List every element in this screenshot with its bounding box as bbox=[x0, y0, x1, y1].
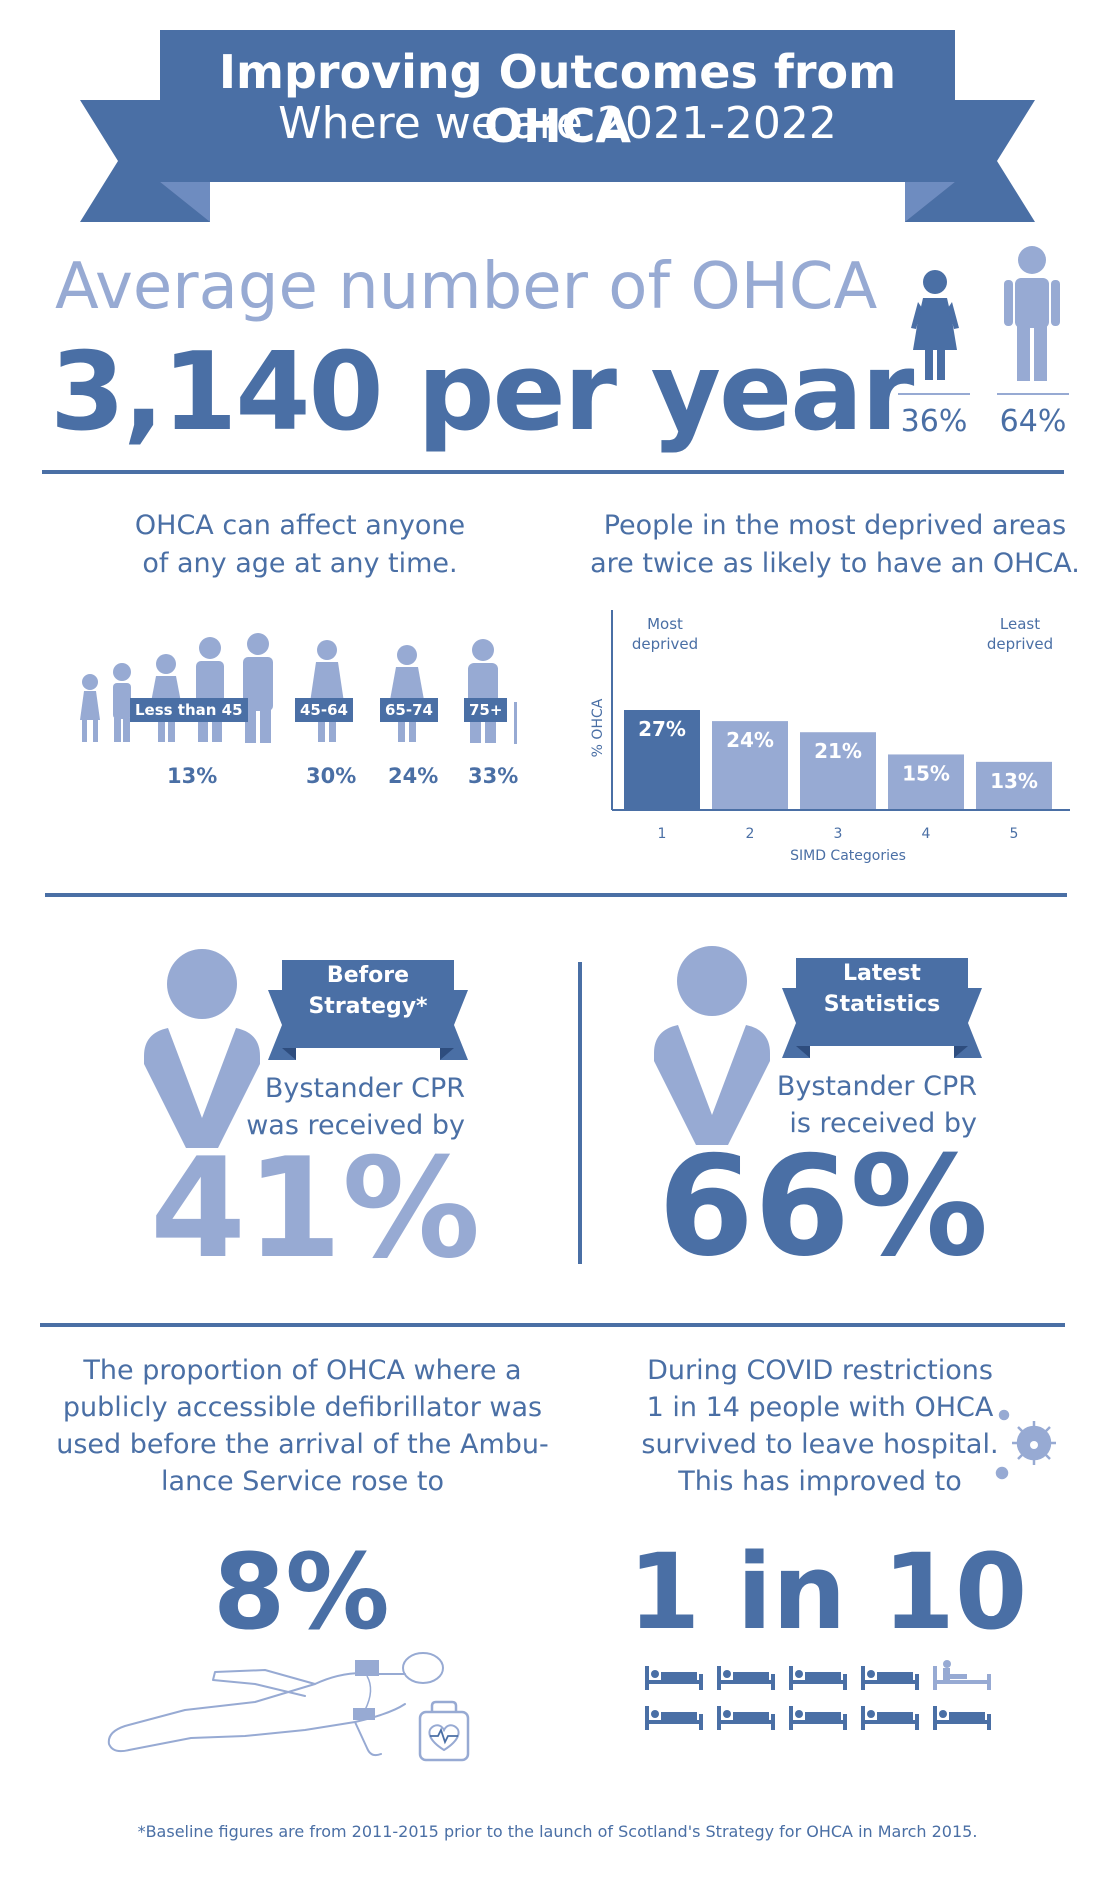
virus-icon bbox=[995, 1409, 1056, 1480]
age-group-label: 45-64 bbox=[295, 698, 353, 722]
before-text-line1: Bystander CPR bbox=[264, 1073, 465, 1104]
covid-line4: This has improved to bbox=[678, 1466, 962, 1497]
bar-data-label: 13% bbox=[990, 769, 1038, 793]
x-axis-label: SIMD Categories bbox=[790, 848, 906, 864]
hospital-beds bbox=[645, 1660, 991, 1730]
defib-line3: used before the arrival of the Ambu- bbox=[56, 1429, 549, 1460]
x-tick-label: 4 bbox=[922, 826, 931, 842]
hospital-bed-icon bbox=[933, 1706, 991, 1730]
average-value: 3,140 per year bbox=[50, 330, 914, 455]
hospital-bed-icon bbox=[645, 1706, 703, 1730]
covid-line1: During COVID restrictions bbox=[647, 1355, 993, 1386]
hospital-bed-icon bbox=[861, 1706, 919, 1730]
before-value: 41% bbox=[150, 1128, 481, 1289]
least-line2: deprived bbox=[986, 635, 1054, 653]
age-group-label: Less than 45 bbox=[130, 698, 248, 722]
before-ribbon-line2: Strategy* bbox=[308, 994, 428, 1019]
latest-ribbon bbox=[782, 958, 982, 1058]
x-tick-label: 5 bbox=[1010, 826, 1019, 842]
bar-1 bbox=[624, 710, 700, 810]
x-tick-label: 3 bbox=[834, 826, 843, 842]
hospital-bed-icon bbox=[717, 1666, 775, 1690]
x-tick-label: 1 bbox=[658, 826, 667, 842]
section-divider-2 bbox=[45, 893, 1067, 897]
most-line2: deprived bbox=[631, 635, 699, 653]
covid-line3: survived to leave hospital. bbox=[641, 1429, 999, 1460]
covid-value: 1 in 10 bbox=[628, 1531, 1028, 1653]
latest-ribbon-line1: Latest bbox=[843, 961, 921, 986]
age-text: OHCA can affect anyone of any age at any… bbox=[70, 507, 530, 583]
male-icon bbox=[1004, 246, 1060, 381]
latest-ribbon-line2: Statistics bbox=[823, 992, 941, 1017]
age-group-label: 65-74 bbox=[380, 698, 438, 722]
banner-title: Improving Outcomes from OHCA bbox=[218, 45, 897, 153]
latest-text-line2: is received by bbox=[789, 1108, 977, 1139]
person-lying-icon bbox=[107, 1652, 444, 1757]
hospital-bed-icon bbox=[717, 1706, 775, 1730]
deprivation-text-line2: are twice as likely to have an OHCA. bbox=[590, 548, 1080, 579]
before-ribbon bbox=[268, 960, 468, 1060]
least-line1: Least bbox=[999, 615, 1041, 633]
section-divider-1 bbox=[42, 470, 1064, 474]
covid-text: During COVID restrictions 1 in 14 people… bbox=[580, 1352, 1060, 1500]
most-deprived-label: Most deprived bbox=[620, 614, 710, 654]
section-divider-3 bbox=[40, 1323, 1065, 1327]
most-line1: Most bbox=[647, 615, 683, 633]
hospital-bed-icon bbox=[861, 1666, 919, 1690]
bar-3 bbox=[800, 732, 876, 810]
covid-line2: 1 in 14 people with OHCA bbox=[646, 1392, 994, 1423]
age-text-line2: of any age at any time. bbox=[142, 548, 458, 579]
cpr-vertical-divider bbox=[578, 962, 582, 1264]
hospital-bed-icon bbox=[789, 1666, 847, 1690]
bar-2 bbox=[712, 721, 788, 810]
defib-value: 8% bbox=[213, 1531, 390, 1653]
bar-data-label: 27% bbox=[638, 717, 686, 741]
latest-value: 66% bbox=[658, 1126, 989, 1287]
bar-data-label: 21% bbox=[814, 739, 862, 763]
y-axis-label: % OHCA bbox=[590, 698, 606, 757]
latest-text: Bystander CPR is received by bbox=[755, 1068, 977, 1142]
male-pct: 64% bbox=[999, 404, 1067, 439]
age-figures bbox=[80, 633, 517, 744]
deprivation-text: People in the most deprived areas are tw… bbox=[585, 507, 1085, 583]
least-deprived-label: Least deprived bbox=[975, 614, 1065, 654]
person-icon-latest bbox=[654, 946, 770, 1145]
hospital-bed-icon bbox=[789, 1706, 847, 1730]
before-text-line2: was received by bbox=[246, 1110, 465, 1141]
age-group-pct: 13% bbox=[167, 764, 218, 788]
before-ribbon-line1: Before bbox=[326, 963, 410, 988]
age-group-pct: 33% bbox=[468, 764, 519, 788]
patient-sitting-icon bbox=[933, 1660, 991, 1690]
age-text-line1: OHCA can affect anyone bbox=[134, 510, 466, 541]
latest-ribbon-text: Latest Statistics bbox=[796, 958, 968, 1020]
average-heading: Average number of OHCA bbox=[55, 250, 878, 324]
bar-data-label: 15% bbox=[902, 761, 950, 785]
female-pct: 36% bbox=[900, 404, 968, 439]
before-text: Bystander CPR was received by bbox=[245, 1070, 465, 1144]
defibrillator-icon bbox=[418, 1700, 470, 1762]
age-group-pct: 30% bbox=[306, 764, 357, 788]
defib-text: The proportion of OHCA where a publicly … bbox=[40, 1352, 565, 1500]
hospital-bed-icon bbox=[645, 1666, 703, 1690]
bar-data-label: 24% bbox=[726, 728, 774, 752]
banner-subtitle: Where we are 2021-2022 bbox=[278, 98, 837, 149]
before-ribbon-text: Before Strategy* bbox=[282, 960, 454, 1022]
latest-text-line1: Bystander CPR bbox=[776, 1071, 977, 1102]
x-tick-label: 2 bbox=[746, 826, 755, 842]
footnote: *Baseline figures are from 2011-2015 pri… bbox=[137, 1822, 978, 1841]
age-group-pct: 24% bbox=[388, 764, 439, 788]
deprivation-text-line1: People in the most deprived areas bbox=[603, 510, 1067, 541]
deprivation-bar-chart: % OHCA 27% 1 24% 2 21% 3 15% 4 13% 5 SIMD Categor… bbox=[590, 610, 1070, 864]
banner-ribbon bbox=[80, 30, 1035, 222]
male-divider bbox=[997, 393, 1069, 395]
female-icon bbox=[911, 270, 959, 380]
person-icon-before bbox=[144, 949, 260, 1148]
defib-line4: lance Service rose to bbox=[161, 1466, 444, 1497]
age-group-label: 75+ bbox=[464, 698, 508, 722]
bar-4 bbox=[888, 754, 964, 810]
bar-5 bbox=[976, 761, 1052, 810]
female-divider bbox=[898, 393, 970, 395]
defib-line1: The proportion of OHCA where a bbox=[83, 1355, 522, 1386]
defib-line2: publicly accessible defibrillator was bbox=[62, 1392, 543, 1423]
